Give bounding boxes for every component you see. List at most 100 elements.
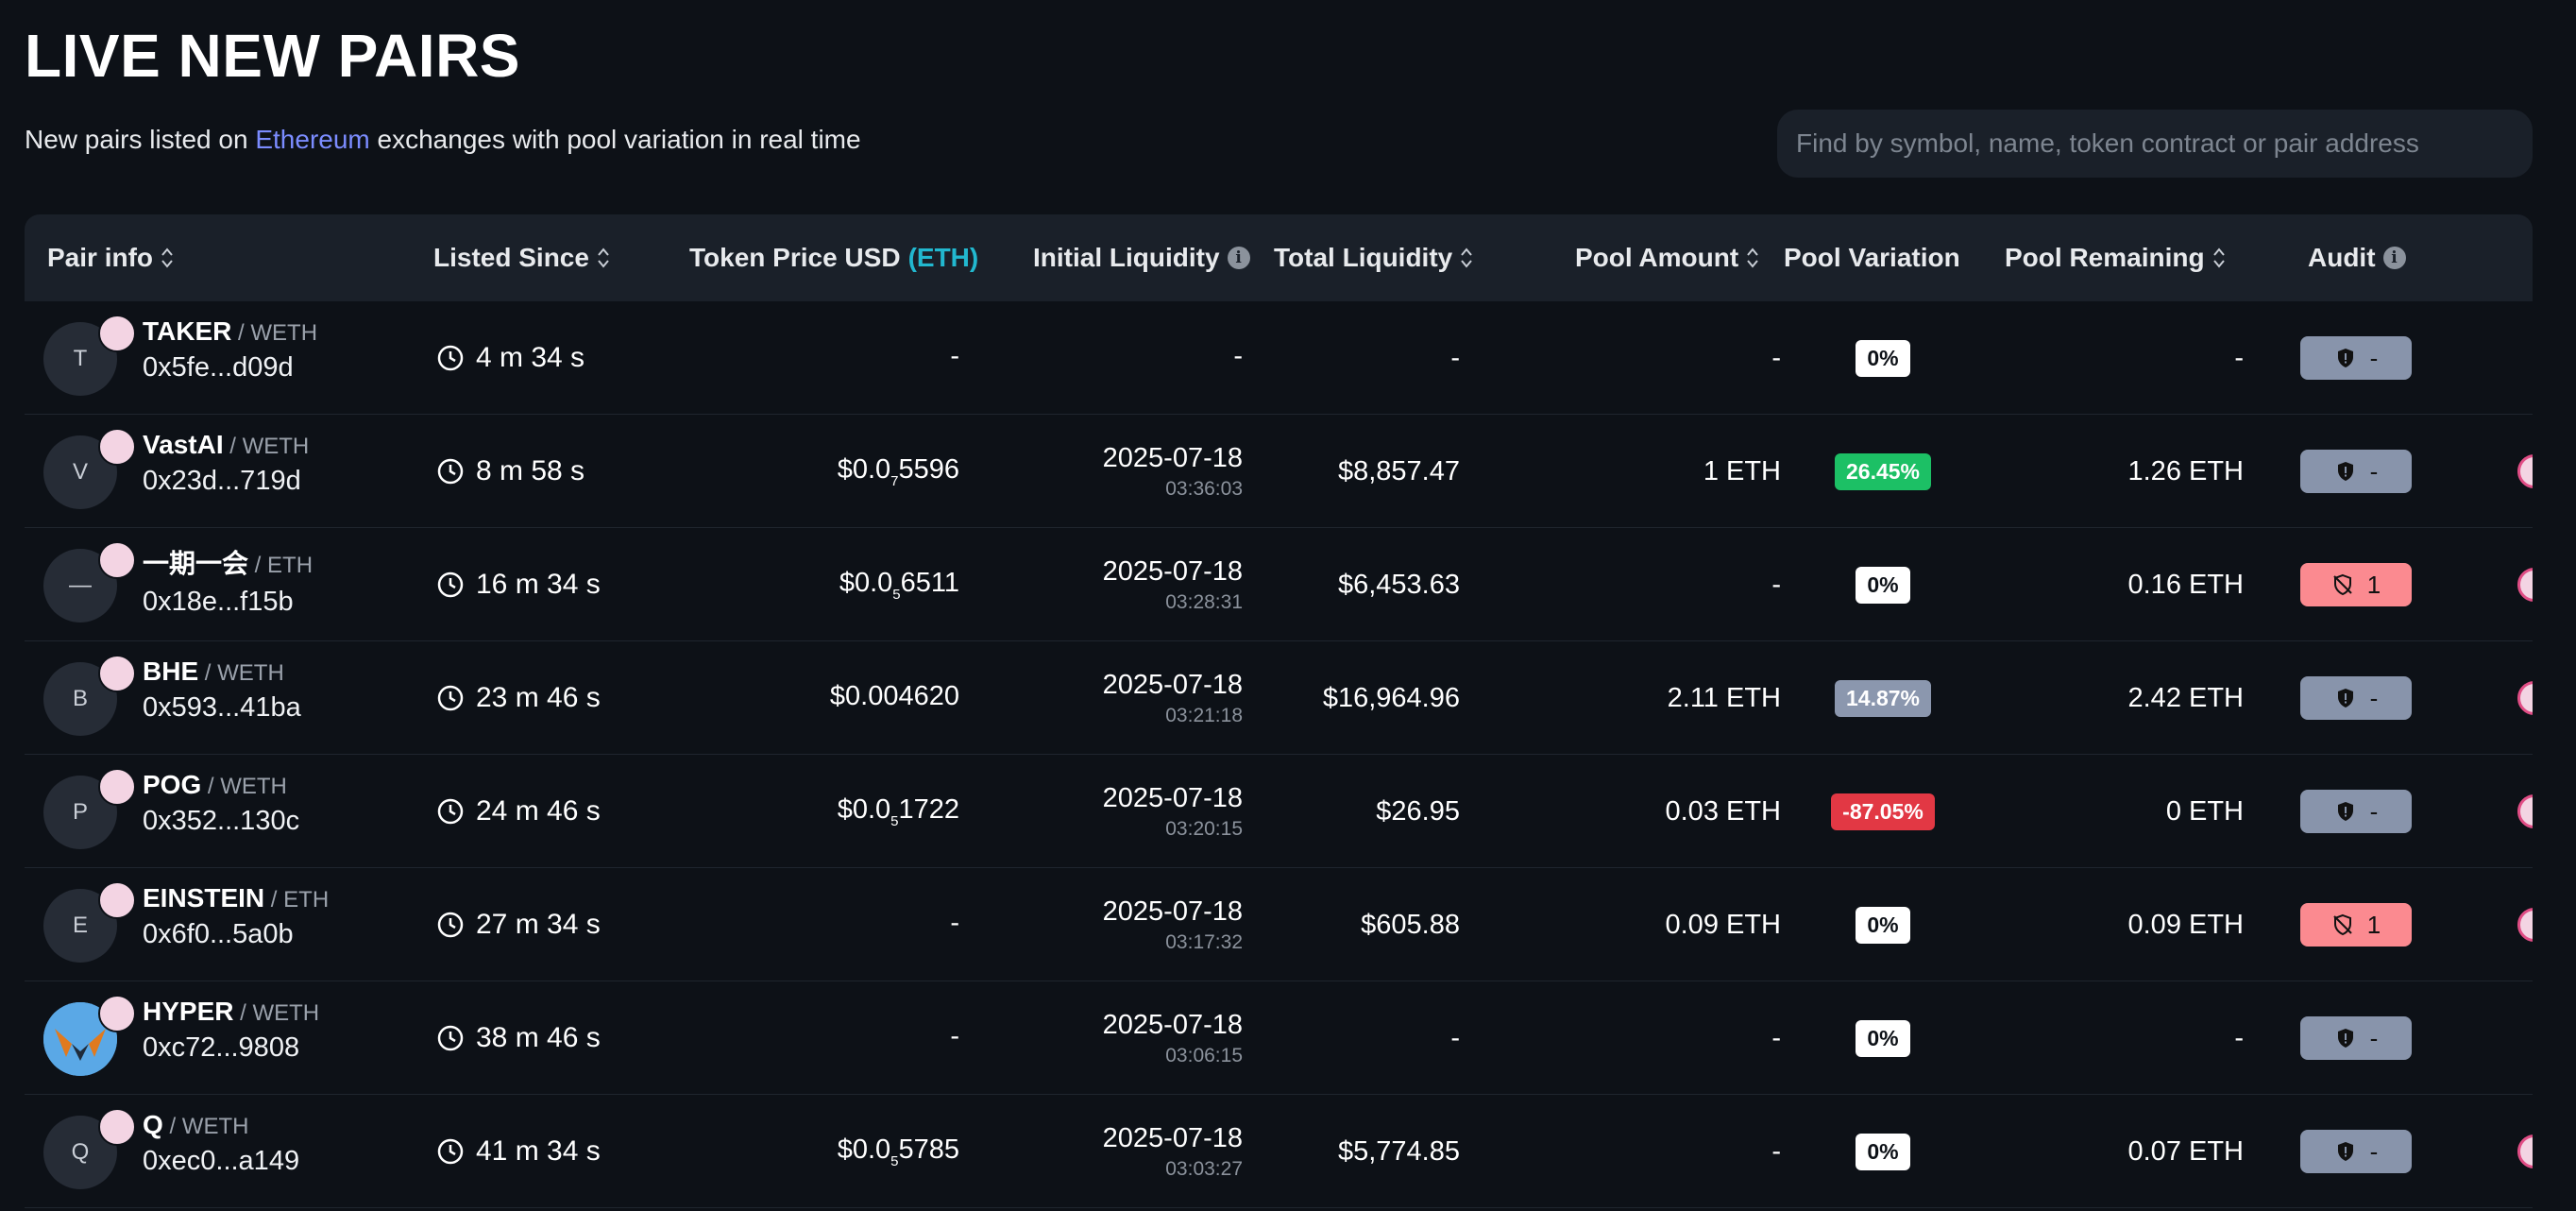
pair-address[interactable]: 0x6f0...5a0b: [143, 919, 294, 949]
column-label: Listed Since: [433, 243, 589, 272]
listed-since-cell: 8 m 58 s: [436, 415, 585, 528]
pair-address[interactable]: 0x5fe...d09d: [143, 352, 294, 383]
chain-logo-icon[interactable]: [2517, 681, 2533, 715]
pool-variation-badge: -87.05%: [1831, 793, 1935, 830]
audit-cell: -: [2300, 755, 2412, 868]
audit-cell: -: [2300, 415, 2412, 528]
token-symbol[interactable]: 一期一会: [143, 549, 249, 578]
avatar-letter: B: [72, 686, 88, 711]
audit-count: -: [2369, 683, 2379, 712]
column-pair-info[interactable]: Pair info: [47, 214, 174, 301]
pair-address[interactable]: 0x352...130c: [143, 806, 300, 836]
table-header: Pair info Listed Since Token Price USD (…: [25, 214, 2533, 301]
chain-logo-icon[interactable]: [2517, 454, 2533, 488]
table-row[interactable]: Q Q / WETH 0xec0...a149 41 m 34 s $0.055…: [25, 1095, 2533, 1208]
audit-badge[interactable]: -: [2300, 336, 2412, 380]
pair-address[interactable]: 0x18e...f15b: [143, 587, 294, 617]
chain-logo-icon[interactable]: [2517, 568, 2533, 602]
dex-logo-icon: [98, 1108, 136, 1146]
total-liquidity-value: $605.88: [1361, 909, 1460, 940]
listed-since-value: 8 m 58 s: [476, 455, 585, 486]
pool-variation-cell: 0%: [1784, 1095, 1982, 1208]
info-icon[interactable]: i: [1227, 247, 1250, 269]
search-box[interactable]: [1777, 110, 2533, 178]
pair-address[interactable]: 0x593...41ba: [143, 692, 301, 723]
table-row[interactable]: V VastAI / WETH 0x23d...719d 8 m 58 s $0…: [25, 415, 2533, 528]
shield-alert-icon: [2337, 802, 2353, 821]
sort-icon[interactable]: [1460, 246, 1473, 270]
initial-liquidity-cell: 2025-07-18 03:06:15: [969, 981, 1243, 1095]
column-total-liquidity[interactable]: Total Liquidity: [1274, 214, 1473, 301]
initial-liquidity-cell: 2025-07-18 03:21:18: [969, 641, 1243, 755]
audit-badge[interactable]: 1: [2300, 563, 2412, 606]
total-liquidity-value: $6,453.63: [1337, 569, 1460, 600]
column-pool-remaining[interactable]: Pool Remaining: [2005, 214, 2226, 301]
initial-liquidity-cell: 2025-07-18 03:03:27: [969, 1095, 1243, 1208]
table-row[interactable]: — 一期一会 / ETH 0x18e...f15b 16 m 34 s $0.0…: [25, 528, 2533, 641]
audit-badge[interactable]: -: [2300, 1016, 2412, 1060]
token-price-cell: -: [629, 981, 959, 1095]
token-price-value: $0.055785: [837, 1134, 959, 1169]
token-price-value: $0.075596: [837, 453, 959, 489]
pool-remaining-value: 0.09 ETH: [2127, 909, 2245, 940]
audit-badge[interactable]: 1: [2300, 903, 2412, 947]
sort-icon[interactable]: [597, 246, 610, 270]
table-row[interactable]: HYPER / WETH 0xc72...9808 38 m 46 s - 20…: [25, 981, 2533, 1095]
sort-icon[interactable]: [161, 246, 174, 270]
search-input[interactable]: [1796, 128, 2514, 159]
pool-remaining-value: 0 ETH: [2165, 795, 2244, 827]
column-pool-amount[interactable]: Pool Amount: [1575, 214, 1759, 301]
column-initial-liquidity: Initial Liquidity i: [1033, 214, 1250, 301]
avatar-letter: V: [72, 459, 88, 485]
table-row[interactable]: E EINSTEIN / ETH 0x6f0...5a0b 27 m 34 s …: [25, 868, 2533, 981]
pool-remaining-cell: 0.16 ETH: [1998, 528, 2245, 641]
sort-icon[interactable]: [1746, 246, 1759, 270]
audit-badge[interactable]: -: [2300, 450, 2412, 493]
dex-logo-icon: [98, 881, 136, 919]
clock-icon: [437, 685, 464, 711]
audit-badge[interactable]: -: [2300, 1130, 2412, 1173]
column-pool-variation: Pool Variation: [1784, 214, 1960, 301]
info-icon[interactable]: i: [2382, 247, 2406, 269]
chain-logo-icon[interactable]: [2517, 1134, 2533, 1168]
column-audit: Audit i: [2308, 214, 2406, 301]
initial-liquidity-date: 2025-07-18: [1102, 669, 1243, 700]
initial-liquidity-date: -: [1233, 340, 1243, 371]
token-symbol[interactable]: Q: [143, 1110, 163, 1139]
table-row[interactable]: B BHE / WETH 0x593...41ba 23 m 46 s $0.0…: [25, 641, 2533, 755]
pool-variation-badge: 26.45%: [1834, 452, 1931, 490]
token-symbol[interactable]: HYPER: [143, 997, 234, 1026]
listed-since-value: 27 m 34 s: [476, 909, 601, 940]
dex-logo-icon: [98, 315, 136, 352]
token-symbol[interactable]: EINSTEIN: [143, 883, 265, 913]
table-row[interactable]: T TAKER / WETH 0x5fe...d09d 4 m 34 s - -…: [25, 301, 2533, 415]
sort-icon[interactable]: [2212, 246, 2226, 270]
clock-icon: [437, 571, 464, 598]
price-unit-toggle[interactable]: (ETH): [907, 243, 979, 272]
pair-address[interactable]: 0xc72...9808: [143, 1032, 300, 1063]
token-symbol[interactable]: BHE: [143, 657, 199, 686]
token-symbol[interactable]: POG: [143, 770, 202, 799]
audit-badge[interactable]: -: [2300, 790, 2412, 833]
table-row[interactable]: P POG / WETH 0x352...130c 24 m 46 s $0.0…: [25, 755, 2533, 868]
pair-address[interactable]: 0x23d...719d: [143, 466, 301, 496]
pair-info-cell: T TAKER / WETH 0x5fe...d09d: [25, 301, 421, 415]
pool-remaining-cell: -: [1998, 301, 2244, 415]
pool-variation-badge: 0%: [1856, 906, 1910, 944]
pair-address[interactable]: 0xec0...a149: [143, 1146, 300, 1176]
shield-alert-icon: [2337, 689, 2353, 708]
initial-liquidity-date: 2025-07-18: [1102, 895, 1243, 927]
column-label: Initial Liquidity: [1033, 243, 1220, 272]
avatar-letter: E: [72, 913, 88, 938]
token-price-value: -: [950, 1020, 959, 1051]
audit-badge[interactable]: -: [2300, 676, 2412, 720]
pair-info-cell: Q Q / WETH 0xec0...a149: [25, 1095, 421, 1208]
chain-logo-icon[interactable]: [2517, 794, 2533, 828]
ethereum-link[interactable]: Ethereum: [255, 125, 370, 154]
chain-logo-icon[interactable]: [2517, 908, 2533, 942]
token-symbol[interactable]: TAKER: [143, 316, 232, 346]
column-listed-since[interactable]: Listed Since: [433, 214, 610, 301]
token-symbol[interactable]: VastAI: [143, 430, 224, 459]
column-label: Pool Amount: [1575, 243, 1739, 272]
clock-icon: [437, 1138, 464, 1165]
